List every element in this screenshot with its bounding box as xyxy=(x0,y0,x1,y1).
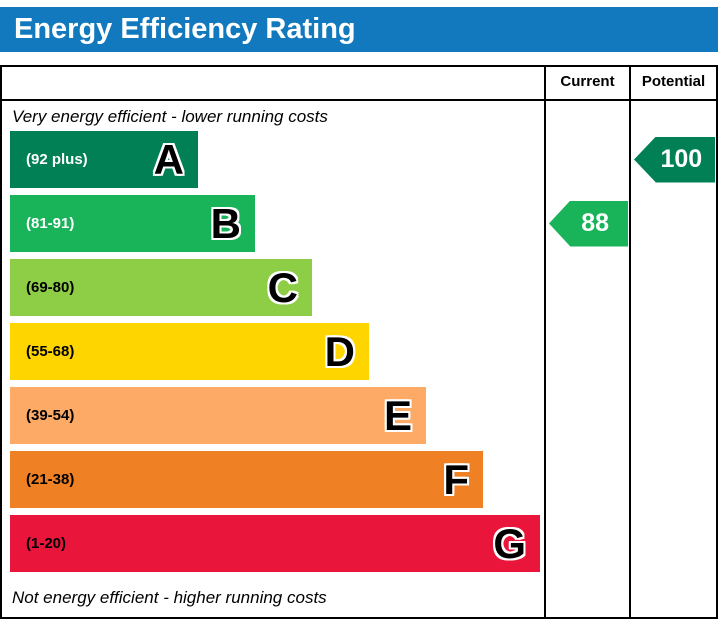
band-g: (1-20) G xyxy=(10,515,540,572)
title-banner: Energy Efficiency Rating xyxy=(0,7,718,52)
table-body: Very energy efficient - lower running co… xyxy=(2,101,716,617)
band-d: (55-68) D xyxy=(10,323,369,380)
header-spacer xyxy=(2,67,544,99)
band-g-range-label: (1-20) xyxy=(26,535,67,552)
band-a: (92 plus) A xyxy=(10,131,198,188)
rating-table: Current Potential Very energy efficient … xyxy=(0,65,718,619)
bands-area: Very energy efficient - lower running co… xyxy=(2,101,544,617)
band-c: (69-80) C xyxy=(10,259,312,316)
bottom-note: Not energy efficient - higher running co… xyxy=(12,588,327,607)
potential-arrow: 100 xyxy=(634,136,715,183)
potential-column: 100 xyxy=(629,101,716,617)
potential-column-header: Potential xyxy=(629,67,716,99)
band-e-range-label: (39-54) xyxy=(26,407,75,424)
band-e: (39-54) E xyxy=(10,387,426,444)
page-title: Energy Efficiency Rating xyxy=(14,13,356,45)
band-d-range-label: (55-68) xyxy=(26,343,75,360)
current-column: 88 xyxy=(544,101,629,617)
band-c-letter: C xyxy=(267,263,298,311)
band-f-range-label: (21-38) xyxy=(26,471,75,488)
potential-rating-value: 100 xyxy=(660,145,703,173)
band-f-letter: F xyxy=(443,455,469,503)
band-c-range-label: (69-80) xyxy=(26,279,75,296)
band-d-letter: D xyxy=(324,327,355,375)
current-arrow: 88 xyxy=(549,200,628,247)
band-b: (81-91) B xyxy=(10,195,255,252)
band-a-range-label: (92 plus) xyxy=(26,151,88,168)
table-header-row: Current Potential xyxy=(2,67,716,101)
band-b-range-label: (81-91) xyxy=(26,215,75,232)
current-rating-value: 88 xyxy=(581,209,610,237)
band-e-letter: E xyxy=(383,391,412,439)
band-a-letter: A xyxy=(153,135,184,183)
band-g-letter: G xyxy=(493,519,526,567)
band-f: (21-38) F xyxy=(10,451,483,508)
band-b-letter: B xyxy=(210,199,241,247)
current-column-header: Current xyxy=(544,67,629,99)
top-note: Very energy efficient - lower running co… xyxy=(12,107,328,126)
